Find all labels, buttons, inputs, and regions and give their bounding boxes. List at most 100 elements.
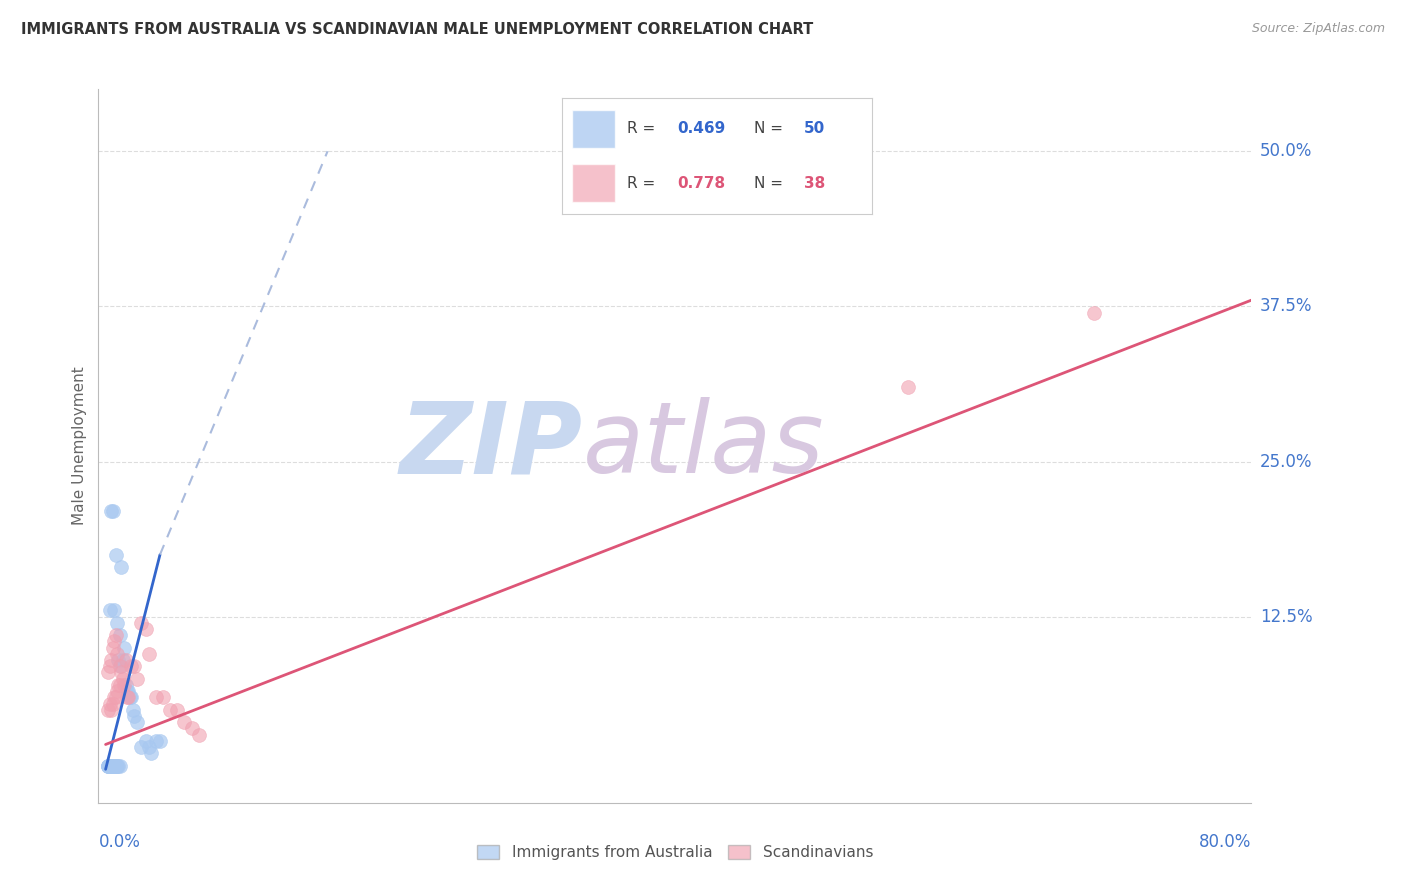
Point <box>127 672 149 686</box>
Point <box>120 690 142 705</box>
Text: 50: 50 <box>804 121 825 136</box>
Point <box>105 758 128 772</box>
FancyBboxPatch shape <box>572 110 614 148</box>
Point <box>101 504 124 518</box>
Point <box>103 603 125 617</box>
Point <box>120 659 142 673</box>
Text: R =: R = <box>627 121 661 136</box>
Point <box>98 758 121 772</box>
Point <box>101 758 124 772</box>
Text: IMMIGRANTS FROM AUSTRALIA VS SCANDINAVIAN MALE UNEMPLOYMENT CORRELATION CHART: IMMIGRANTS FROM AUSTRALIA VS SCANDINAVIA… <box>21 22 813 37</box>
Point <box>187 727 209 741</box>
Point <box>100 653 122 667</box>
Point <box>97 665 120 680</box>
Point <box>100 703 122 717</box>
Point <box>122 709 145 723</box>
Text: 0.778: 0.778 <box>676 176 725 191</box>
Point <box>97 758 120 772</box>
Point <box>98 758 121 772</box>
Point <box>127 715 149 730</box>
Point <box>101 758 124 772</box>
Point <box>111 672 134 686</box>
Point <box>101 697 124 711</box>
Point <box>1083 305 1105 319</box>
FancyBboxPatch shape <box>572 164 614 202</box>
Text: 38: 38 <box>804 176 825 191</box>
Legend: Immigrants from Australia, Scandinavians: Immigrants from Australia, Scandinavians <box>471 839 879 866</box>
Text: atlas: atlas <box>582 398 824 494</box>
Point <box>98 758 121 772</box>
Point <box>897 380 920 394</box>
Point <box>100 758 122 772</box>
Point <box>118 690 141 705</box>
Point <box>110 560 132 574</box>
Point <box>103 758 125 772</box>
Point <box>107 653 129 667</box>
Point <box>114 653 136 667</box>
Point <box>97 703 120 717</box>
Point <box>141 746 163 760</box>
Point <box>98 659 121 673</box>
Point <box>101 640 124 655</box>
Text: 80.0%: 80.0% <box>1199 833 1251 851</box>
Point <box>104 758 127 772</box>
Text: N =: N = <box>754 121 787 136</box>
Point <box>98 758 121 772</box>
Point <box>97 758 120 772</box>
Text: 0.0%: 0.0% <box>98 833 141 851</box>
Point <box>115 690 138 705</box>
Point <box>103 634 125 648</box>
Point <box>111 653 134 667</box>
Point <box>131 615 153 630</box>
Point <box>104 628 127 642</box>
Point <box>105 684 128 698</box>
Point <box>122 659 145 673</box>
Text: Source: ZipAtlas.com: Source: ZipAtlas.com <box>1251 22 1385 36</box>
Text: ZIP: ZIP <box>399 398 582 494</box>
Point <box>159 703 181 717</box>
Point <box>173 715 195 730</box>
Point <box>105 615 128 630</box>
Point <box>104 690 127 705</box>
Point <box>103 690 125 705</box>
Point <box>145 733 167 747</box>
Text: 12.5%: 12.5% <box>1260 607 1312 625</box>
Point <box>105 647 128 661</box>
Point <box>98 758 121 772</box>
Point <box>110 659 132 673</box>
Point <box>107 758 129 772</box>
Point <box>108 628 131 642</box>
Point <box>112 640 135 655</box>
Text: 0.469: 0.469 <box>676 121 725 136</box>
Point <box>104 758 127 772</box>
Point <box>131 739 153 754</box>
Point <box>117 690 139 705</box>
Point <box>117 684 139 698</box>
Point <box>121 703 143 717</box>
Text: N =: N = <box>754 176 787 191</box>
Text: 25.0%: 25.0% <box>1260 452 1312 470</box>
Point <box>103 758 125 772</box>
Text: R =: R = <box>627 176 661 191</box>
Point <box>138 739 160 754</box>
Point <box>115 684 138 698</box>
Point <box>138 647 160 661</box>
Point <box>135 622 157 636</box>
Point <box>108 678 131 692</box>
Text: 50.0%: 50.0% <box>1260 142 1312 161</box>
Y-axis label: Male Unemployment: Male Unemployment <box>72 367 87 525</box>
Point <box>149 733 172 747</box>
Point <box>152 690 174 705</box>
Point <box>100 758 122 772</box>
Point <box>108 758 131 772</box>
Point <box>112 678 135 692</box>
Point <box>100 758 122 772</box>
Point <box>110 665 132 680</box>
Point <box>108 659 131 673</box>
Point <box>97 758 120 772</box>
Point <box>114 678 136 692</box>
Point <box>100 504 122 518</box>
Point <box>135 733 157 747</box>
Point <box>103 758 125 772</box>
Point <box>180 722 202 736</box>
